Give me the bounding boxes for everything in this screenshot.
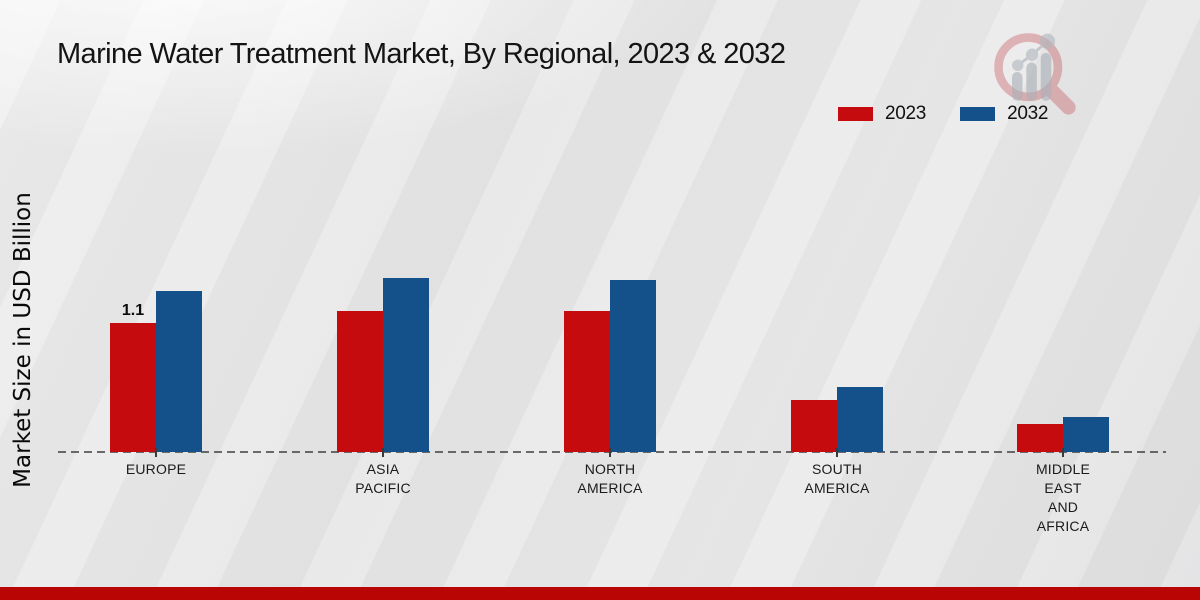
legend-item-2023: 2023 [838, 103, 926, 125]
bar-2032-north-america [610, 280, 656, 452]
legend: 2023 2032 [838, 103, 1048, 125]
x-tick-south-america [836, 448, 838, 457]
bar-2023-south-america [791, 400, 837, 452]
bar-2032-europe [156, 291, 202, 452]
legend-label-2023: 2023 [885, 103, 927, 124]
chart-title: Marine Water Treatment Market, By Region… [57, 38, 786, 70]
x-tick-asia-pacific [382, 448, 384, 457]
category-label-asia-pacific: ASIA PACIFIC [355, 461, 411, 496]
x-tick-middle-east-and-africa [1062, 448, 1064, 457]
category-label-europe: EUROPE [125, 461, 187, 477]
bar-2023-europe [110, 323, 156, 452]
bar-2032-middle-east-and-africa [1063, 417, 1109, 452]
legend-label-2032: 2032 [1007, 103, 1049, 124]
bar-2023-asia-pacific [337, 311, 383, 452]
bar-2032-south-america [837, 387, 883, 452]
legend-swatch-2023 [838, 107, 873, 121]
legend-item-2032: 2032 [960, 103, 1048, 125]
category-label-north-america: NORTH AMERICA [577, 461, 643, 496]
value-label-europe-2023: 1.1 [121, 302, 145, 319]
bar-2032-asia-pacific [383, 278, 429, 452]
bar-2023-middle-east-and-africa [1017, 424, 1063, 452]
x-tick-europe [155, 448, 157, 457]
magnifier-bar-chart-logo-icon [994, 33, 1076, 115]
category-label-south-america: SOUTH AMERICA [804, 461, 870, 496]
bar-2023-north-america [564, 311, 610, 452]
legend-swatch-2032 [960, 107, 996, 121]
bottom-stripe [0, 587, 1200, 600]
x-tick-north-america [609, 448, 611, 457]
category-label-middle-east-and-africa: MIDDLE EAST AND AFRICA [1035, 461, 1091, 534]
